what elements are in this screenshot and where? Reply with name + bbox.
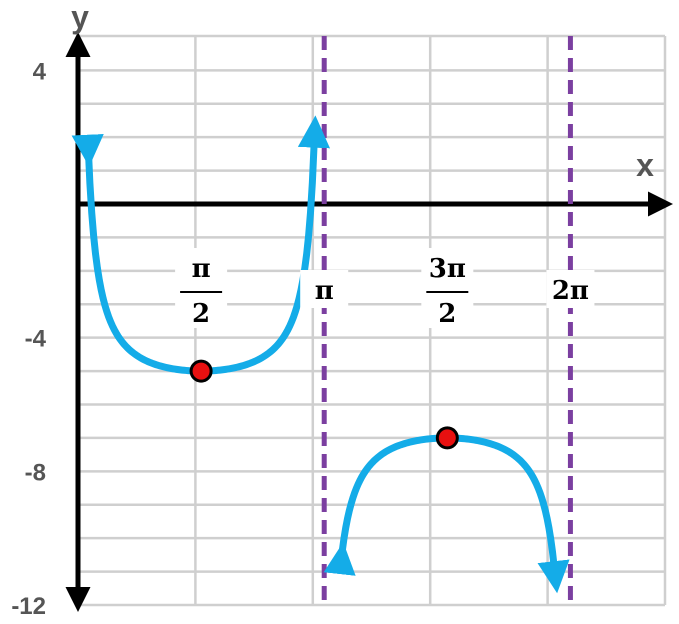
x-tick-numerator: π bbox=[192, 254, 211, 284]
x-tick-label: π bbox=[315, 276, 334, 306]
data-point bbox=[435, 426, 459, 450]
grid bbox=[76, 34, 667, 607]
curve-branch-2 bbox=[323, 434, 570, 594]
x-tick-denominator: 2 bbox=[192, 299, 210, 329]
data-point bbox=[189, 359, 213, 383]
x-tick-label-bg bbox=[421, 248, 474, 328]
x-tick-label-bg bbox=[175, 248, 228, 328]
x-tick-label-bg bbox=[546, 270, 595, 308]
points bbox=[189, 359, 459, 450]
x-axis-label: x bbox=[636, 147, 654, 183]
x-tick-label: 2π bbox=[552, 276, 589, 306]
axes bbox=[65, 32, 673, 612]
y-tick-label: 4 bbox=[33, 58, 47, 85]
x-tick-numerator: 3π bbox=[429, 254, 466, 284]
x-tick-label-bg bbox=[300, 270, 349, 308]
y-axis-label: y bbox=[71, 0, 89, 35]
y-tick-label: -8 bbox=[25, 459, 46, 486]
y-tick-label: -4 bbox=[25, 326, 47, 353]
y-tick-label: -12 bbox=[11, 593, 46, 620]
x-tick-denominator: 2 bbox=[438, 299, 456, 329]
